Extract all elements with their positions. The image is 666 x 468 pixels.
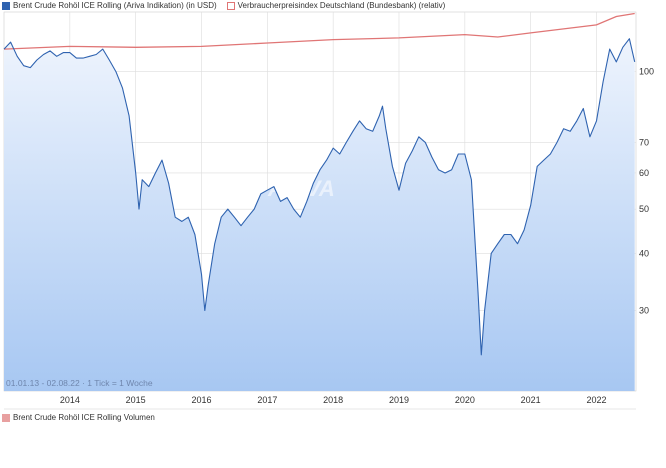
x-tick-label: 2014 bbox=[60, 395, 80, 405]
legend-swatch-cpi bbox=[226, 1, 235, 10]
x-tick-label: 2017 bbox=[257, 395, 277, 405]
chart-legend-top: Brent Crude Rohöl ICE Rolling (Ariva Ind… bbox=[2, 1, 455, 10]
watermark-logo: ARIVA bbox=[267, 176, 335, 201]
y-tick-label: 40 bbox=[639, 248, 649, 258]
y-tick-label: 60 bbox=[639, 168, 649, 178]
brent-area-fill bbox=[4, 38, 635, 391]
y-axis: 30 40 50 60 70 100 bbox=[639, 67, 654, 316]
x-axis: 2014 2015 2016 2017 2018 2019 2020 2021 2022 bbox=[60, 395, 607, 405]
legend-label-brent: Brent Crude Rohöl ICE Rolling (Ariva Ind… bbox=[13, 1, 217, 10]
legend-item-volume[interactable]: Brent Crude Rohöl ICE Rolling Volumen bbox=[2, 413, 155, 422]
y-tick-label: 50 bbox=[639, 204, 649, 214]
x-tick-label: 2018 bbox=[323, 395, 343, 405]
x-tick-label: 2015 bbox=[126, 395, 146, 405]
legend-item-brent[interactable]: Brent Crude Rohöl ICE Rolling (Ariva Ind… bbox=[2, 1, 217, 10]
y-tick-label: 30 bbox=[639, 306, 649, 316]
date-range-footer: 01.01.13 - 02.08.22 · 1 Tick = 1 Woche bbox=[6, 378, 153, 388]
legend-label-volume: Brent Crude Rohöl ICE Rolling Volumen bbox=[13, 413, 155, 422]
legend-swatch-volume bbox=[2, 413, 10, 422]
brent-line[interactable] bbox=[3, 38, 636, 356]
y-tick-label: 100 bbox=[639, 67, 654, 77]
chart-legend-volume: Brent Crude Rohöl ICE Rolling Volumen bbox=[2, 413, 165, 422]
y-tick-label: 70 bbox=[639, 137, 649, 147]
legend-swatch-brent bbox=[2, 1, 10, 10]
x-tick-label: 2019 bbox=[389, 395, 409, 405]
legend-item-cpi[interactable]: Verbraucherpreisindex Deutschland (Bunde… bbox=[226, 1, 446, 10]
x-tick-label: 2021 bbox=[521, 395, 541, 405]
x-tick-label: 2022 bbox=[586, 395, 606, 405]
legend-label-cpi: Verbraucherpreisindex Deutschland (Bunde… bbox=[237, 1, 446, 10]
cpi-line[interactable] bbox=[3, 12, 635, 50]
x-tick-label: 2016 bbox=[191, 395, 211, 405]
x-tick-label: 2020 bbox=[455, 395, 475, 405]
